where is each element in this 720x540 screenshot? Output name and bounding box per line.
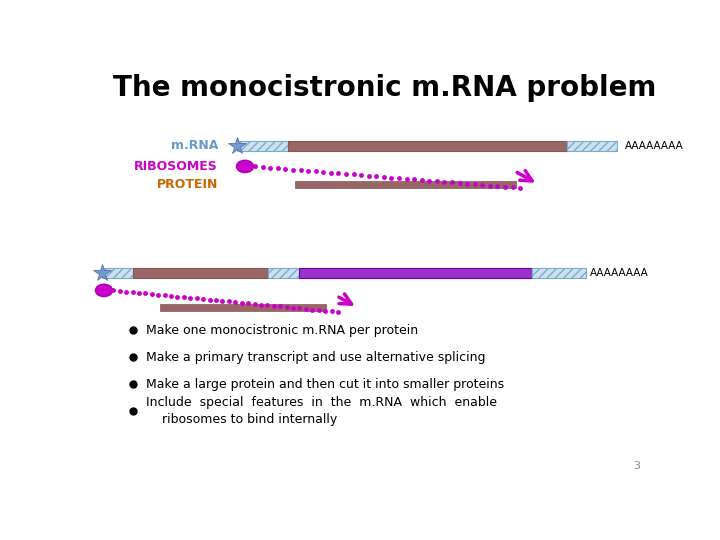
Text: RIBOSOMES: RIBOSOMES: [134, 160, 218, 173]
Bar: [269, 268, 300, 278]
Bar: [160, 304, 326, 311]
Bar: [295, 181, 516, 187]
Text: AAAAAAAA: AAAAAAAA: [625, 140, 683, 151]
Bar: [532, 268, 586, 278]
Bar: [132, 268, 269, 278]
Text: m.RNA: m.RNA: [171, 139, 218, 152]
Text: Make one monocistronic m.RNA per protein: Make one monocistronic m.RNA per protein: [145, 324, 418, 337]
Ellipse shape: [236, 160, 253, 173]
Text: PROTEIN: PROTEIN: [156, 178, 218, 191]
Text: Make a large protein and then cut it into smaller proteins: Make a large protein and then cut it int…: [145, 378, 504, 391]
Text: Make a primary transcript and use alternative splicing: Make a primary transcript and use altern…: [145, 351, 485, 364]
Bar: [102, 268, 132, 278]
Text: The monocistronic m.RNA problem: The monocistronic m.RNA problem: [113, 74, 656, 102]
Bar: [567, 140, 617, 151]
Text: 3: 3: [634, 461, 640, 471]
Bar: [287, 140, 567, 151]
Text: Include  special  features  in  the  m.RNA  which  enable
    ribosomes to bind : Include special features in the m.RNA wh…: [145, 396, 497, 426]
Bar: [238, 140, 287, 151]
Bar: [300, 268, 532, 278]
Text: AAAAAAAA: AAAAAAAA: [590, 268, 649, 278]
Ellipse shape: [96, 284, 112, 296]
